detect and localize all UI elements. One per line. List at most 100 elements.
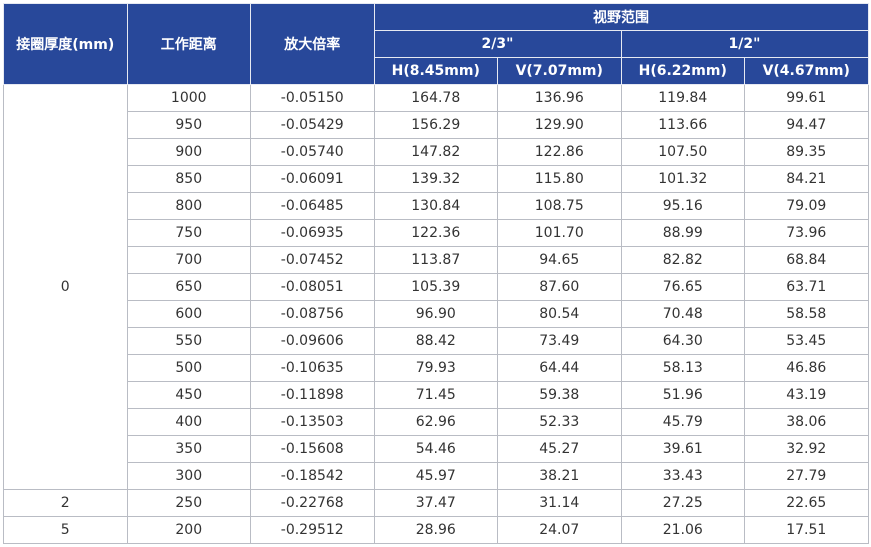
data-cell: 31.14: [497, 489, 622, 517]
data-cell: 650: [126, 273, 251, 301]
table-row: 400 -0.13503 62.96 52.33 45.79 38.06: [4, 408, 869, 436]
data-cell: 70.48: [620, 300, 745, 328]
data-cell: 107.50: [620, 138, 745, 166]
table-row: 5 200 -0.29512 28.96 24.07 21.06 17.51: [3, 516, 869, 544]
data-cell: 53.45: [744, 327, 869, 355]
data-cell: 89.35: [744, 138, 869, 166]
data-cell: 46.86: [744, 354, 869, 382]
data-cell: -0.07452: [250, 246, 375, 274]
data-cell: 800: [126, 192, 251, 220]
data-cell: 88.42: [373, 327, 498, 355]
data-cell: 164.78: [373, 84, 498, 112]
data-cell: -0.15608: [250, 435, 375, 463]
data-cell: 71.45: [373, 381, 498, 409]
table-row: 700 -0.07452 113.87 94.65 82.82 68.84: [4, 246, 869, 274]
data-cell: 76.65: [620, 273, 745, 301]
data-cell: 39.61: [620, 435, 745, 463]
data-cell: 113.87: [373, 246, 498, 274]
data-cell: 64.30: [620, 327, 745, 355]
data-cell: 32.92: [744, 435, 869, 463]
data-cell: 45.97: [373, 462, 498, 490]
data-cell: 54.46: [373, 435, 498, 463]
data-cell: 22.65: [744, 489, 869, 517]
thickness-cell: 0: [3, 84, 128, 490]
table-row: 850 -0.06091 139.32 115.80 101.32 84.21: [4, 165, 869, 193]
data-cell: 45.79: [620, 408, 745, 436]
data-cell: 119.84: [620, 84, 745, 112]
data-cell: -0.18542: [250, 462, 375, 490]
data-cell: 24.07: [497, 516, 622, 544]
data-cell: -0.13503: [250, 408, 375, 436]
data-cell: 62.96: [373, 408, 498, 436]
table-row: 350 -0.15608 54.46 45.27 39.61 32.92: [4, 435, 869, 463]
data-cell: 63.71: [744, 273, 869, 301]
header-cell: 1/2": [620, 30, 869, 58]
data-cell: 43.19: [744, 381, 869, 409]
data-cell: 58.58: [744, 300, 869, 328]
data-cell: 94.65: [497, 246, 622, 274]
data-cell: 38.06: [744, 408, 869, 436]
data-cell: 79.93: [373, 354, 498, 382]
table-row: 600 -0.08756 96.90 80.54 70.48 58.58: [4, 300, 869, 328]
data-cell: 400: [126, 408, 251, 436]
thickness-cell: 2: [3, 489, 128, 517]
data-cell: 600: [126, 300, 251, 328]
data-cell: 68.84: [744, 246, 869, 274]
data-cell: 200: [126, 516, 251, 544]
data-cell: 105.39: [373, 273, 498, 301]
data-cell: 130.84: [373, 192, 498, 220]
data-cell: 96.90: [373, 300, 498, 328]
table-row: 950 -0.05429 156.29 129.90 113.66 94.47: [4, 111, 869, 139]
data-cell: -0.05429: [250, 111, 375, 139]
data-cell: 38.21: [497, 462, 622, 490]
data-cell: 87.60: [497, 273, 622, 301]
fov-table: 接圈厚度(mm) 工作距离 放大倍率 视野范围 2/3" 1/2" H(8.45…: [3, 3, 869, 544]
data-cell: 37.47: [373, 489, 498, 517]
data-cell: 500: [126, 354, 251, 382]
table-row: 900 -0.05740 147.82 122.86 107.50 89.35: [4, 138, 869, 166]
data-cell: 450: [126, 381, 251, 409]
table-row: 500 -0.10635 79.93 64.44 58.13 46.86: [4, 354, 869, 382]
data-cell: 95.16: [620, 192, 745, 220]
data-cell: 136.96: [497, 84, 622, 112]
data-cell: 129.90: [497, 111, 622, 139]
table-row: 550 -0.09606 88.42 73.49 64.30 53.45: [4, 327, 869, 355]
table-row: 2 250 -0.22768 37.47 31.14 27.25 22.65: [3, 489, 869, 517]
data-cell: 950: [126, 111, 251, 139]
table-row: 750 -0.06935 122.36 101.70 88.99 73.96: [4, 219, 869, 247]
data-cell: 84.21: [744, 165, 869, 193]
data-cell: 73.49: [497, 327, 622, 355]
data-cell: 27.79: [744, 462, 869, 490]
data-cell: 350: [126, 435, 251, 463]
header-cell: 2/3": [373, 30, 622, 58]
data-cell: 700: [126, 246, 251, 274]
data-cell: 58.13: [620, 354, 745, 382]
data-cell: 59.38: [497, 381, 622, 409]
data-cell: 33.43: [620, 462, 745, 490]
data-cell: -0.05740: [250, 138, 375, 166]
data-cell: 147.82: [373, 138, 498, 166]
data-cell: 94.47: [744, 111, 869, 139]
data-cell: 51.96: [620, 381, 745, 409]
data-cell: 122.36: [373, 219, 498, 247]
data-cell: -0.11898: [250, 381, 375, 409]
data-cell: 88.99: [620, 219, 745, 247]
header-cell: V(7.07mm): [497, 57, 622, 85]
header-cell: 放大倍率: [250, 3, 375, 85]
header-cell: 接圈厚度(mm): [3, 3, 128, 85]
table-row: 650 -0.08051 105.39 87.60 76.65 63.71: [4, 273, 869, 301]
header-cell: H(8.45mm): [373, 57, 498, 85]
data-cell: -0.10635: [250, 354, 375, 382]
data-cell: 101.32: [620, 165, 745, 193]
data-cell: 80.54: [497, 300, 622, 328]
data-cell: -0.09606: [250, 327, 375, 355]
data-cell: 82.82: [620, 246, 745, 274]
table-row: 300 -0.18542 45.97 38.21 33.43 27.79: [4, 462, 869, 490]
data-cell: 27.25: [620, 489, 745, 517]
data-cell: 115.80: [497, 165, 622, 193]
data-cell: 52.33: [497, 408, 622, 436]
data-cell: -0.05150: [250, 84, 375, 112]
data-cell: 1000: [126, 84, 251, 112]
data-cell: 21.06: [620, 516, 745, 544]
